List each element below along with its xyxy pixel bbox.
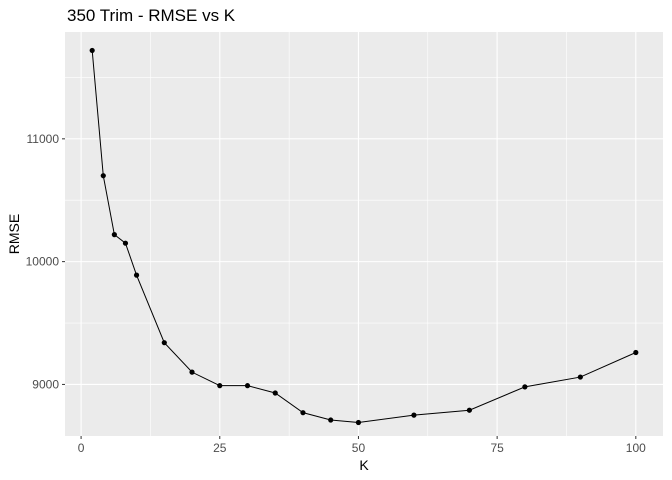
- y-tick-label: 10000: [26, 255, 60, 269]
- data-point: [111, 232, 117, 238]
- series-layer: [89, 47, 639, 426]
- x-tick-label: 25: [213, 441, 227, 455]
- data-point: [577, 374, 583, 380]
- plot-panel: [65, 32, 663, 436]
- chart-title: 350 Trim - RMSE vs K: [67, 6, 236, 25]
- y-tick-label: 9000: [32, 377, 59, 391]
- data-point: [133, 272, 140, 278]
- data-point: [522, 384, 528, 390]
- data-point: [189, 369, 195, 375]
- x-axis-title: K: [359, 457, 369, 473]
- data-point: [328, 417, 334, 423]
- data-point: [161, 340, 167, 346]
- data-point: [411, 412, 417, 418]
- data-point: [633, 349, 639, 356]
- data-point: [272, 390, 278, 396]
- data-point: [217, 383, 223, 389]
- x-tick-label: 75: [490, 441, 504, 455]
- data-point: [466, 407, 472, 413]
- y-axis-title: RMSE: [6, 214, 22, 254]
- data-point: [300, 410, 306, 416]
- x-tick-label: 100: [626, 441, 646, 455]
- data-point: [89, 47, 95, 54]
- tick-labels: 0 25 50 75 100 9000 10000 11000: [26, 132, 647, 455]
- data-point: [122, 240, 129, 246]
- x-tick-label: 0: [78, 441, 85, 455]
- x-tick-label: 50: [352, 441, 366, 455]
- axis-ticks: [62, 138, 637, 439]
- grid-minor: [65, 32, 663, 436]
- data-point: [100, 173, 106, 179]
- grid-major: [65, 32, 663, 436]
- data-point: [244, 383, 251, 389]
- y-tick-label: 11000: [27, 132, 60, 146]
- data-point: [355, 419, 362, 426]
